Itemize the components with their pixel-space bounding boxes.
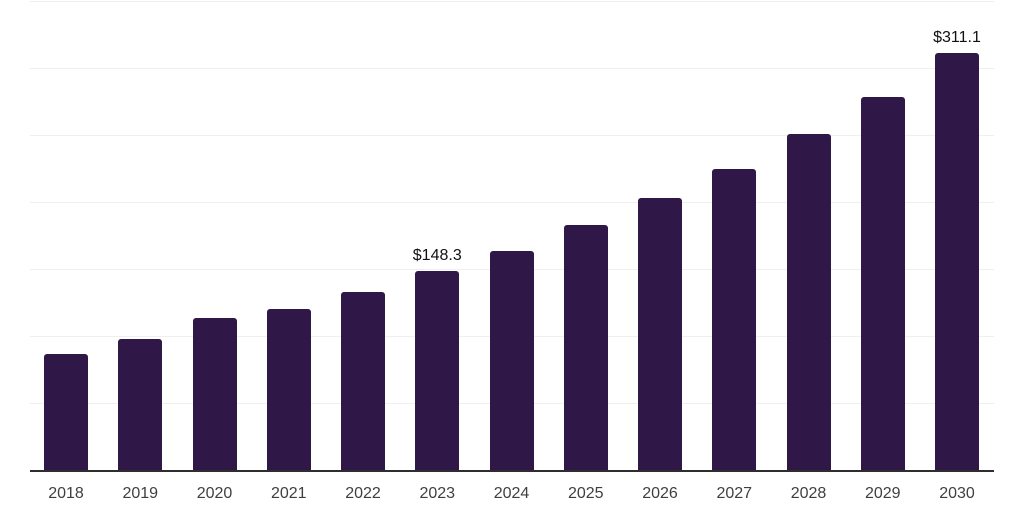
bar-2029 — [860, 96, 905, 470]
gridline-200 — [30, 202, 994, 203]
bar-2024 — [489, 250, 534, 470]
x-tick-label-2020: 2020 — [196, 485, 233, 502]
x-tick-label-2019: 2019 — [122, 485, 159, 502]
x-tick-label-2029: 2029 — [864, 485, 901, 502]
bar-2030 — [935, 53, 979, 470]
bar-2023 — [415, 271, 460, 470]
bar-2028 — [786, 134, 831, 470]
bar-2025 — [563, 225, 608, 470]
x-tick-label-2030: 2030 — [939, 485, 975, 502]
x-tick-label-2018: 2018 — [48, 485, 84, 502]
x-axis-line — [30, 470, 994, 472]
x-tick-label-2027: 2027 — [716, 485, 753, 502]
x-tick-label-2022: 2022 — [345, 485, 381, 502]
x-tick-label-2026: 2026 — [642, 485, 678, 502]
bar-2019 — [118, 338, 163, 470]
x-tick-label-2024: 2024 — [493, 485, 530, 502]
gridline-350 — [30, 1, 994, 2]
gridline-250 — [30, 135, 994, 136]
x-tick-label-2023: 2023 — [419, 485, 456, 502]
bar-2020 — [192, 318, 237, 470]
bar-2018 — [44, 353, 88, 470]
bar-2022 — [341, 291, 385, 470]
plot-area: $148.3 $311.1 — [30, 1, 994, 470]
x-tick-label-2021: 2021 — [270, 485, 307, 502]
x-tick-label-2028: 2028 — [790, 485, 827, 502]
data-label-2023: $148.3 — [412, 247, 462, 265]
x-tick-label-2025: 2025 — [567, 485, 604, 502]
data-label-2030: $311.1 — [933, 29, 981, 47]
bar-2027 — [712, 168, 757, 470]
gridline-300 — [30, 68, 994, 69]
bar-2026 — [638, 197, 682, 470]
bar-2021 — [266, 308, 311, 470]
